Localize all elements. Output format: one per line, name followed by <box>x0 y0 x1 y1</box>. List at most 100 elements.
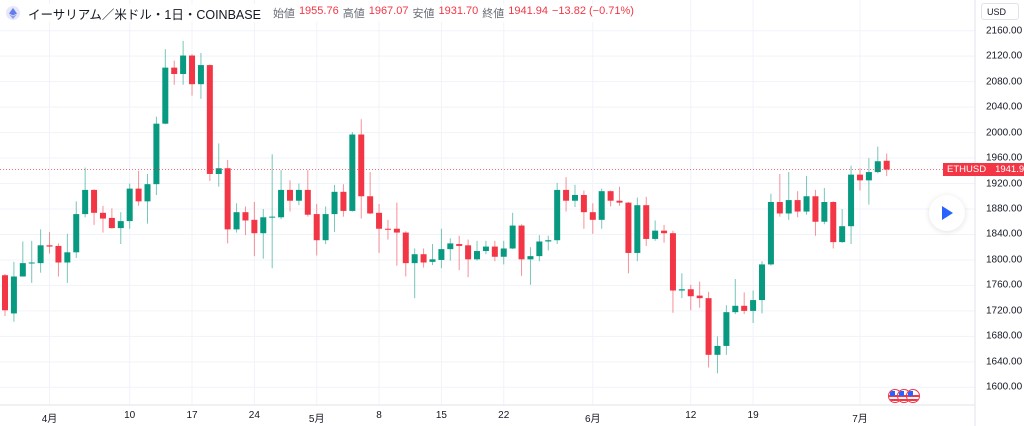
candle <box>759 261 766 314</box>
candle <box>848 165 855 245</box>
open-value: 1955.76 <box>298 5 339 17</box>
candle <box>643 196 650 246</box>
candle <box>625 201 632 274</box>
candle <box>767 193 774 266</box>
candle-body <box>189 55 196 85</box>
y-tick-label: 1840.00 <box>986 228 1023 240</box>
candle <box>358 119 365 219</box>
candle <box>776 173 783 217</box>
candle-body <box>634 205 641 253</box>
candle <box>286 180 293 212</box>
candle-body <box>73 214 80 253</box>
candle-body <box>64 252 71 263</box>
candle <box>723 305 730 355</box>
candle-body <box>598 191 605 220</box>
grid <box>0 0 975 405</box>
candle-body <box>438 249 445 260</box>
x-tick-label: 12 <box>685 410 697 421</box>
close-value: 1941.94 <box>508 5 548 17</box>
price-tag-value: 1941.94 <box>995 164 1024 175</box>
candle <box>197 52 204 99</box>
candle-body <box>456 244 463 246</box>
candle <box>64 233 71 283</box>
candle <box>509 212 516 250</box>
economic-events[interactable] <box>888 389 920 403</box>
candle-body <box>482 246 489 252</box>
candle-body <box>286 189 293 201</box>
candle <box>420 248 427 268</box>
candle <box>616 186 623 206</box>
candle-body <box>848 174 855 227</box>
candle <box>376 203 383 253</box>
candle <box>741 292 748 315</box>
candle <box>126 183 133 229</box>
candle <box>589 203 596 234</box>
us-flag-icon[interactable] <box>906 389 920 403</box>
x-tick-label: 7月 <box>852 414 868 425</box>
candle <box>491 240 498 262</box>
candle-body <box>331 191 338 215</box>
candle-body <box>474 251 481 260</box>
candle-body <box>661 230 668 234</box>
candle <box>189 54 196 96</box>
candle-body <box>723 312 730 346</box>
candle-body <box>759 264 766 301</box>
x-tick-label: 6月 <box>585 414 601 425</box>
candle <box>99 205 106 233</box>
candle <box>839 209 846 243</box>
candle-body <box>269 216 276 218</box>
y-tick-label: 1800.00 <box>986 254 1023 266</box>
candle <box>465 239 472 278</box>
last-price-tag: ETHUSD 1941.94 <box>943 163 1024 176</box>
candle-body <box>616 200 623 203</box>
candle <box>536 235 543 262</box>
candle <box>153 116 160 195</box>
candle-body <box>874 161 881 173</box>
candle-body <box>233 212 240 230</box>
replay-button[interactable] <box>929 195 965 231</box>
symbol-title[interactable]: イーサリアム／米ドル・1日・COINBASE <box>28 7 261 22</box>
y-tick-label: 2160.00 <box>986 25 1023 37</box>
x-tick-label: 8 <box>376 410 382 421</box>
candle-body <box>589 212 596 220</box>
candle-body <box>19 263 26 277</box>
candle <box>447 238 454 261</box>
candle-body <box>536 241 543 257</box>
x-tick-label: 4月 <box>41 414 58 425</box>
candle <box>233 203 240 233</box>
candle-body <box>322 214 329 241</box>
candle-body <box>37 245 44 264</box>
candle-body <box>803 196 810 212</box>
candle <box>402 231 409 277</box>
candle-body <box>794 200 801 212</box>
candle-body <box>750 300 757 311</box>
x-tick-label: 24 <box>248 410 260 421</box>
candle-body <box>260 217 267 234</box>
candle-body <box>340 191 347 211</box>
candle-body <box>812 196 819 222</box>
candle <box>171 60 178 85</box>
candle-body <box>304 189 311 215</box>
candle-body <box>883 160 890 170</box>
candle <box>322 206 329 245</box>
candle <box>571 184 578 208</box>
y-tick-label: 1640.00 <box>986 356 1023 368</box>
candle-body <box>126 188 133 222</box>
x-tick-label: 17 <box>186 410 198 421</box>
candle <box>482 240 489 255</box>
candle-body <box>625 202 632 253</box>
candle <box>367 172 374 215</box>
candle <box>393 202 400 266</box>
candle-body <box>732 305 739 313</box>
candle <box>714 336 721 374</box>
candle-body <box>500 248 507 257</box>
candle-body <box>349 134 356 211</box>
candle <box>785 172 792 220</box>
candle <box>518 224 525 276</box>
candle-body <box>278 189 285 218</box>
candle <box>883 153 890 177</box>
candle <box>750 290 757 323</box>
currency-button[interactable]: USD <box>981 3 1019 20</box>
y-tick-label: 2000.00 <box>986 127 1023 139</box>
